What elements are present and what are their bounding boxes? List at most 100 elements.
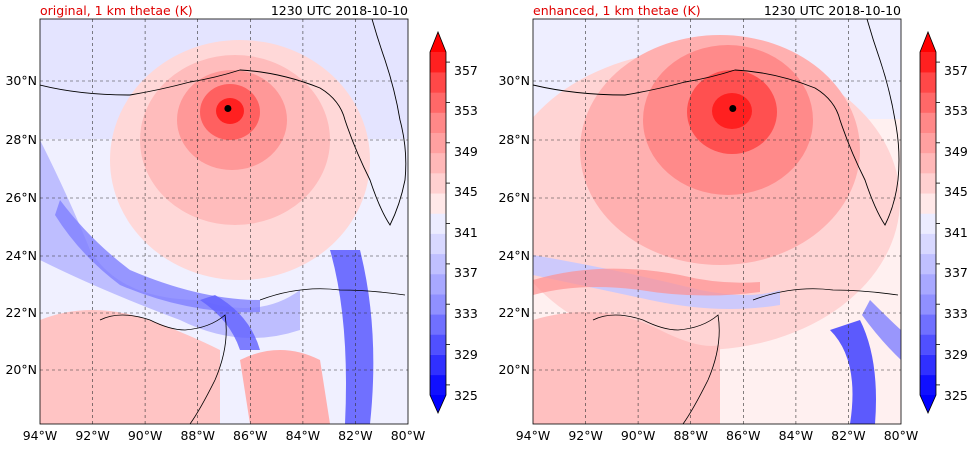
colorbar-segment (430, 294, 446, 315)
map-frame (39, 18, 409, 425)
colorbar-segment (920, 213, 936, 234)
colorbar-label: 349 (454, 144, 478, 159)
colorbar-segment (920, 273, 936, 295)
colorbar-label: 357 (454, 63, 478, 78)
panel-original: original, 1 km thetae (K) 1230 UTC 2018-… (5, 3, 477, 443)
y-tick-label: 20°N (498, 362, 530, 377)
x-tick-label: 90°W (128, 428, 163, 443)
y-tick-label: 20°N (5, 362, 37, 377)
x-axis-ticks: 94°W 92°W 90°W 88°W 86°W 84°W 82°W 80°W (516, 428, 919, 443)
colorbar-segment (430, 112, 446, 134)
colorbar-label: 353 (454, 103, 478, 118)
y-tick-label: 22°N (5, 305, 37, 320)
colorbar-segment (920, 173, 936, 194)
y-tick-label: 26°N (5, 190, 37, 205)
x-tick-label: 82°W (831, 428, 866, 443)
colorbar-segment (430, 374, 446, 396)
x-tick-label: 86°W (726, 428, 761, 443)
colorbar-label: 345 (454, 184, 478, 199)
colorbar-segment (430, 213, 446, 234)
y-axis-ticks: 20°N 22°N 24°N 26°N 28°N 30°N (498, 73, 530, 377)
colorbar-label: 325 (454, 388, 478, 403)
y-tick-label: 24°N (498, 248, 530, 263)
storm-center-marker (224, 105, 232, 112)
x-tick-label: 80°W (884, 428, 919, 443)
colorbar-label: 329 (454, 347, 478, 362)
colorbar (429, 30, 450, 414)
colorbar-label: 341 (454, 225, 478, 240)
x-tick-label: 94°W (23, 428, 58, 443)
x-tick-label: 86°W (233, 428, 268, 443)
colorbar-label: 333 (944, 306, 968, 321)
colorbar-segment (920, 132, 936, 154)
colorbar-label: 341 (944, 225, 968, 240)
colorbar-label: 325 (944, 388, 968, 403)
x-tick-label: 92°W (75, 428, 110, 443)
colorbar-label: 345 (944, 184, 968, 199)
colorbar-labels: 325 329 333 337 341 345 349 353 357 (944, 63, 968, 403)
panel-title: enhanced, 1 km thetae (K) (533, 3, 701, 18)
map-area (40, 19, 408, 424)
colorbar-extend-min (430, 395, 446, 413)
colorbar-segment (920, 334, 936, 355)
colorbar-segment (430, 233, 446, 255)
colorbar-segment (430, 72, 446, 93)
colorbar-segment (920, 253, 936, 275)
x-tick-label: 84°W (779, 428, 814, 443)
colorbar-segment (430, 92, 446, 113)
colorbar-label: 337 (454, 265, 478, 280)
colorbar-label: 353 (944, 103, 968, 118)
colorbar-segment (920, 233, 936, 255)
colorbar-segment (920, 354, 936, 376)
colorbar-segment (920, 374, 936, 396)
colorbar-label: 337 (944, 265, 968, 280)
colorbar-segment (430, 152, 446, 174)
x-tick-label: 84°W (286, 428, 321, 443)
x-tick-label: 94°W (516, 428, 551, 443)
x-tick-label: 92°W (568, 428, 603, 443)
panel-time-label: 1230 UTC 2018-10-10 (764, 3, 901, 18)
x-tick-label: 80°W (391, 428, 426, 443)
colorbar-segment (920, 72, 936, 93)
colorbar-segment (920, 152, 936, 174)
x-tick-label: 82°W (338, 428, 373, 443)
colorbar-segment (430, 193, 446, 214)
colorbar-segment (430, 354, 446, 376)
colorbar-label: 329 (944, 347, 968, 362)
colorbar-label: 357 (944, 63, 968, 78)
x-tick-label: 90°W (621, 428, 656, 443)
y-axis-ticks: 20°N 22°N 24°N 26°N 28°N 30°N (5, 73, 37, 377)
colorbar-segment (430, 52, 446, 73)
colorbar-segment (430, 173, 446, 194)
colorbar-segment (920, 314, 936, 335)
y-tick-label: 26°N (498, 190, 530, 205)
colorbar-segment (430, 132, 446, 154)
y-tick-label: 30°N (5, 73, 37, 88)
colorbar-segment (920, 92, 936, 113)
panel-title: original, 1 km thetae (K) (40, 3, 193, 18)
panel-time-label: 1230 UTC 2018-10-10 (271, 3, 408, 18)
map-frame (532, 18, 902, 425)
colorbar-label: 333 (454, 306, 478, 321)
y-tick-label: 22°N (498, 305, 530, 320)
panel-enhanced: enhanced, 1 km thetae (K) 1230 UTC 2018-… (498, 3, 967, 443)
colorbar-segment (430, 334, 446, 355)
colorbar-segment (430, 314, 446, 335)
colorbar-segment (920, 193, 936, 214)
x-axis-ticks: 94°W 92°W 90°W 88°W 86°W 84°W 82°W 80°W (23, 428, 426, 443)
y-tick-label: 28°N (5, 132, 37, 147)
colorbar-extend-max (430, 32, 446, 52)
colorbar-outline (429, 30, 447, 414)
storm-center-marker (729, 105, 737, 112)
x-tick-label: 88°W (180, 428, 215, 443)
colorbar-segment (920, 112, 936, 134)
colorbar-segment (430, 273, 446, 295)
map-area (533, 19, 901, 424)
colorbar-extend-min (920, 395, 936, 413)
colorbar-label: 349 (944, 144, 968, 159)
x-tick-label: 88°W (673, 428, 708, 443)
colorbar-segment (920, 52, 936, 73)
colorbar (919, 30, 940, 414)
colorbar-segment (920, 294, 936, 315)
